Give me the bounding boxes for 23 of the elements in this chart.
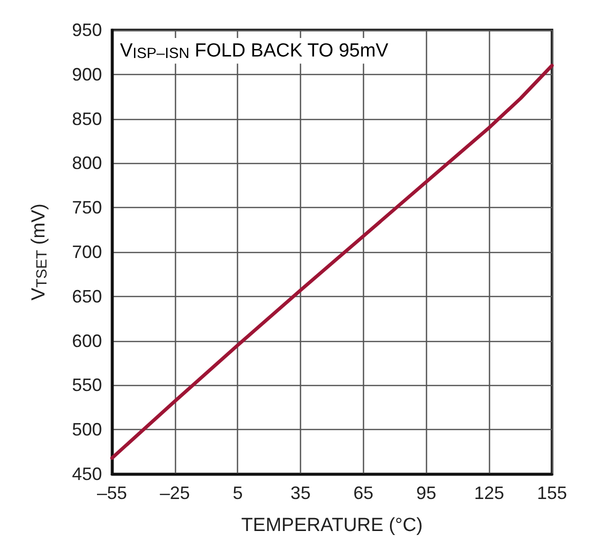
y-tick-label: 650: [72, 286, 102, 306]
annotation: VISP–ISN FOLD BACK TO 95mV: [120, 40, 389, 62]
y-tick-label: 700: [72, 242, 102, 262]
x-tick-label: 155: [536, 483, 568, 503]
y-tick-label: 900: [72, 64, 102, 84]
y-tick-label: 800: [72, 153, 102, 174]
x-tick-label: –55: [96, 483, 128, 503]
y-tick-label: 500: [72, 420, 102, 440]
y-tick-label: 600: [72, 330, 102, 351]
x-tick-label: 65: [353, 483, 374, 503]
y-tick-label: 750: [72, 198, 102, 218]
y-axis-title: VTSET (mV): [28, 204, 50, 300]
x-tick-label: 125: [474, 483, 504, 503]
x-tick-label: –25: [160, 483, 190, 503]
x-tick-label: 35: [290, 483, 311, 503]
y-tick-label: 950: [72, 20, 102, 40]
x-axis-title: TEMPERATURE (°C): [241, 515, 423, 536]
line-series: [110, 64, 554, 460]
y-tick-label: 450: [72, 464, 102, 484]
y-tick-label: 550: [72, 375, 102, 396]
y-tick-label: 850: [72, 108, 102, 129]
x-tick-label: 95: [416, 483, 436, 503]
x-tick-label: 5: [232, 483, 243, 503]
